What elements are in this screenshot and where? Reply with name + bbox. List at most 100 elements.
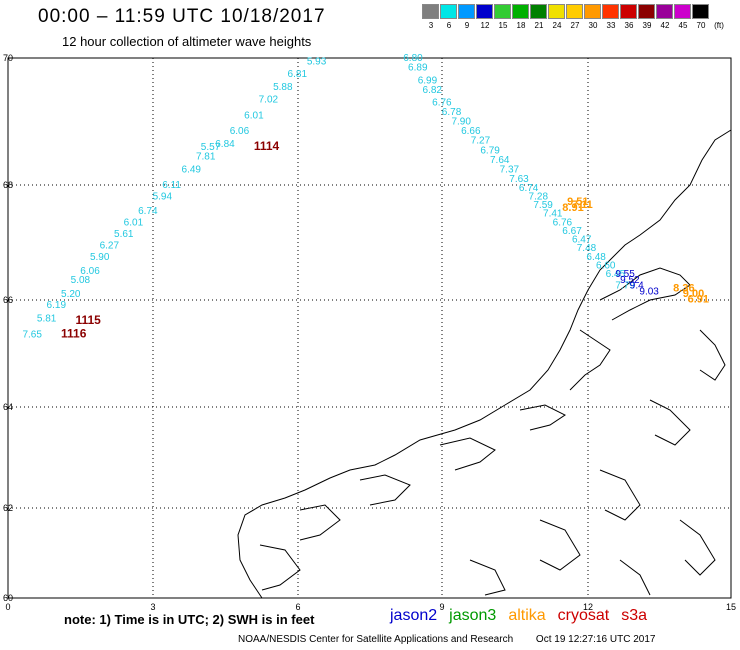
- wave-height-label: 7.28: [529, 191, 549, 202]
- map-grid: [7, 57, 732, 599]
- wave-height-label: 5.88: [273, 82, 293, 93]
- scale-label: 27: [570, 21, 580, 30]
- pass-time-label: 1114: [254, 139, 280, 153]
- altika-wave-height-label: 8.36: [673, 282, 694, 294]
- lat-tick-label: 68: [3, 180, 13, 190]
- jason2-wave-height-label: 9.03: [639, 286, 659, 297]
- wave-height-label: 5.94: [153, 191, 173, 202]
- wave-height-label: 7.41: [543, 209, 563, 220]
- satellite-legend-item: altika: [508, 607, 546, 624]
- altika-wave-height-label: 9.51: [567, 196, 588, 208]
- wave-height-label: 6.48: [586, 252, 606, 263]
- scale-swatch: [476, 4, 493, 19]
- scale-label: 30: [588, 21, 598, 30]
- color-scale-swatches: [422, 4, 728, 19]
- scale-swatch: [620, 4, 637, 19]
- coastline-segment: [259, 544, 301, 591]
- wave-height-label: 6.80: [403, 53, 423, 64]
- jason2-wave-height-label: 9.4: [630, 281, 644, 292]
- coastline-segment: [679, 519, 716, 576]
- wave-height-label: 6.99: [418, 75, 438, 86]
- satellite-legend-item: cryosat: [557, 607, 610, 624]
- coastline-segment: [519, 404, 566, 431]
- pass-time-label: 1115: [75, 313, 101, 327]
- scale-label: 33: [606, 21, 616, 30]
- coastline-segment: [539, 519, 581, 571]
- scale-swatch: [494, 4, 511, 19]
- axis-tick-labels: 0 3 6 9 12 15 70 68 66 64 62 60: [3, 53, 736, 612]
- jason2-wave-height-label: 9.52: [620, 275, 640, 286]
- color-scale-labels: 3 6 9 12 15 18 21 24 27 30 33 36 39 42 45 70 (ft): [422, 21, 728, 30]
- coastline-segment: [569, 329, 611, 391]
- lon-tick-label: 3: [150, 602, 155, 612]
- wave-height-label: 6.78: [442, 107, 462, 118]
- altika-wave-height-label: 9.00: [683, 288, 704, 300]
- satellite-legend-item: jason2: [390, 607, 438, 624]
- coastline-segment: [599, 267, 691, 321]
- wave-height-label: 6.89: [408, 63, 428, 74]
- lon-tick-label: 9: [439, 602, 444, 612]
- wave-height-label: 6.74: [519, 183, 539, 194]
- credit-agency: NOAA/NESDIS Center for Satellite Applica…: [238, 634, 514, 645]
- satellite-legend-item: jason3: [449, 607, 497, 624]
- wave-height-label: 6.01: [124, 217, 144, 228]
- wave-height-label: 6.74: [138, 206, 158, 217]
- coastline-segment: [599, 469, 641, 521]
- coastline-segment: [299, 504, 341, 541]
- color-scale-legend: 3 6 9 12 15 18 21 24 27 30 33 36 39 42 45 70 (ft): [422, 4, 728, 30]
- wave-height-label: 5.20: [61, 289, 81, 300]
- wave-height-label: 7.02: [259, 94, 279, 105]
- scale-label: 6: [446, 21, 452, 30]
- wave-height-label: 6.27: [100, 240, 120, 251]
- scale-label: 45: [678, 21, 688, 30]
- altimeter-tracks: 5.93 6.81 5.887.02 6.01 6.06 6.845.577.816.49…: [22, 53, 709, 340]
- wave-height-label: 7.90: [451, 117, 471, 128]
- wave-height-label: 6.49: [182, 164, 202, 175]
- map-subtitle: 12 hour collection of altimeter wave hei…: [62, 34, 312, 49]
- wave-height-label: 5.61: [114, 229, 134, 240]
- credit-timestamp: Oct 19 12:27:16 UTC 2017: [535, 634, 656, 645]
- satellite-legend: jason2 jason3 altika cryosat s3a: [390, 607, 659, 625]
- scale-swatch: [512, 4, 529, 19]
- coastline-segment: [439, 437, 496, 471]
- wave-height-label: 6.60: [596, 260, 616, 271]
- coastline-segment: [649, 399, 691, 446]
- lat-tick-label: 70: [3, 53, 13, 63]
- scale-swatch: [422, 4, 439, 19]
- credit-line: NOAA/NESDIS Center for Satellite Applica…: [238, 634, 675, 645]
- altika-wave-height-label: 6.91: [688, 294, 709, 306]
- lat-tick-label: 62: [3, 503, 13, 513]
- wave-height-label: 7.79: [615, 281, 635, 292]
- wave-height-label: 5.93: [307, 56, 327, 67]
- scale-swatch: [638, 4, 655, 19]
- wave-height-label: 5.57: [201, 142, 221, 153]
- wave-height-label: 7.37: [500, 164, 520, 175]
- scale-swatch: [674, 4, 691, 19]
- scale-label: 12: [480, 21, 490, 30]
- scale-label: 3: [428, 21, 434, 30]
- wave-height-label: 7.64: [490, 155, 510, 166]
- scale-swatch: [548, 4, 565, 19]
- scale-swatch: [692, 4, 709, 19]
- lon-tick-label: 15: [726, 602, 736, 612]
- coastline-segment: [359, 474, 411, 506]
- wave-height-label: 7.65: [22, 329, 42, 340]
- scale-label: 9: [464, 21, 470, 30]
- scale-label: 70: [696, 21, 706, 30]
- jason2-wave-height-label: 9.55: [615, 269, 635, 280]
- wave-height-label: 6.45: [606, 269, 626, 280]
- wave-height-label: 6.76: [432, 98, 452, 109]
- scale-swatch: [440, 4, 457, 19]
- lon-tick-label: 12: [583, 602, 593, 612]
- units-note: note: 1) Time is in UTC; 2) SWH is in fe…: [64, 612, 315, 627]
- scale-label: 18: [516, 21, 526, 30]
- wave-height-label: 7.63: [509, 174, 529, 185]
- wave-height-label: 7.48: [577, 243, 597, 254]
- map-frame: [7, 57, 732, 599]
- norway-coastline: [237, 129, 732, 599]
- lat-tick-label: 66: [3, 295, 13, 305]
- wave-height-label: 6.11: [162, 180, 181, 191]
- wave-height-label: 6.06: [230, 126, 250, 137]
- map-title: 00:00 – 11:59 UTC 10/18/2017: [38, 6, 326, 27]
